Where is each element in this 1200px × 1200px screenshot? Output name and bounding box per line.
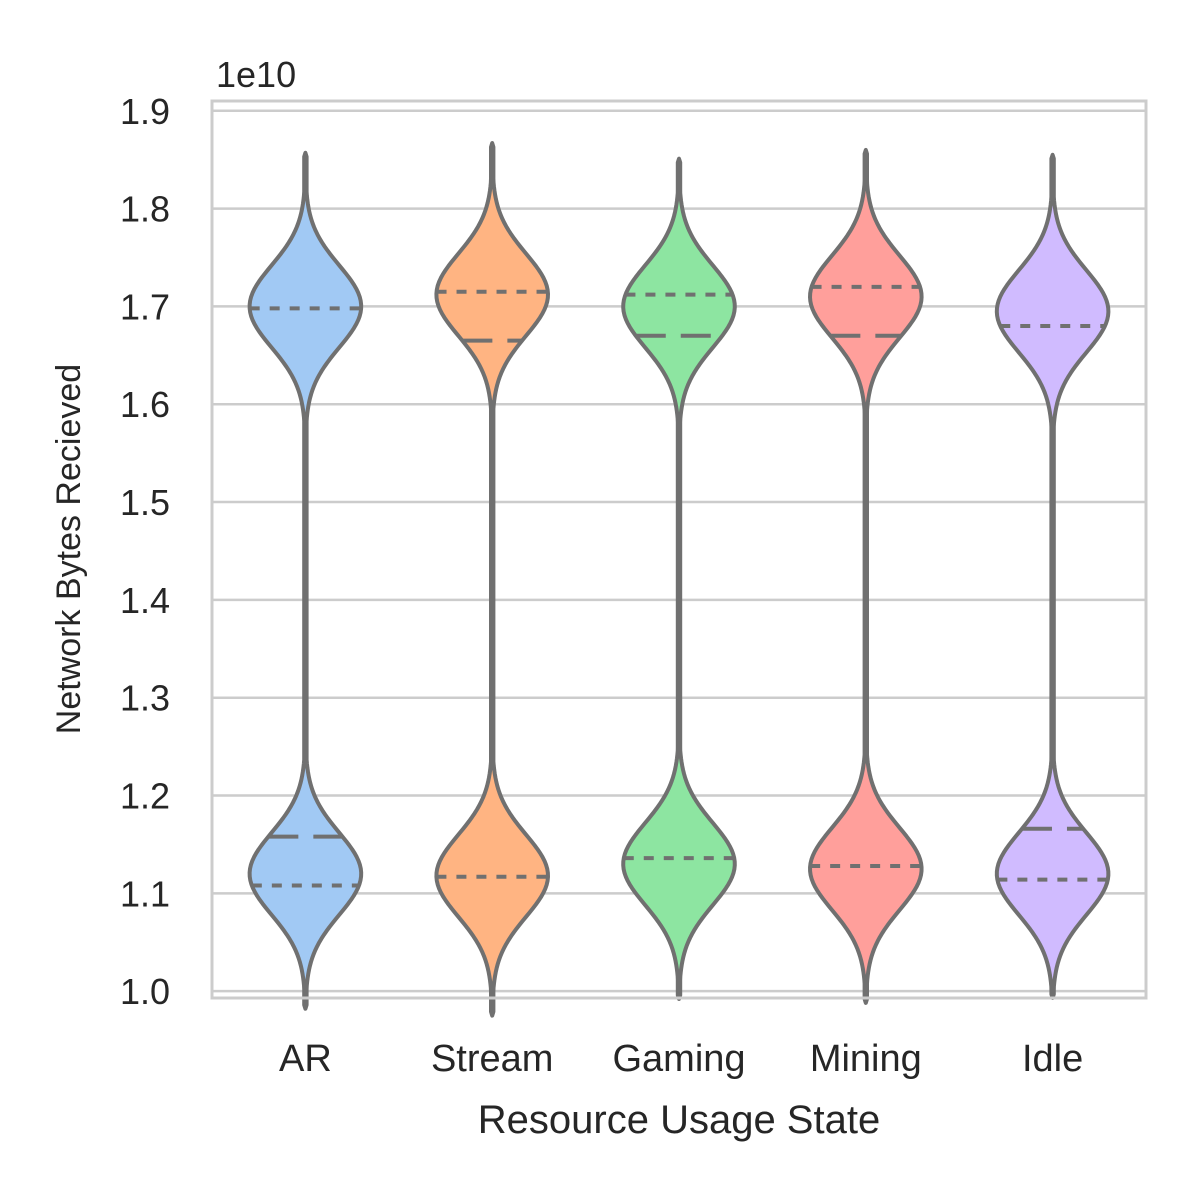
y-offset-label: 1e10: [216, 54, 296, 95]
violin-layer: [247, 141, 1111, 1018]
y-tick-label: 1.9: [120, 91, 170, 132]
y-tick-label: 1.1: [120, 873, 170, 914]
x-axis-label: Resource Usage State: [478, 1098, 880, 1142]
y-axis-label: Network Bytes Recieved: [50, 364, 88, 734]
violin-mining: [808, 147, 924, 1005]
x-tick-label: Gaming: [612, 1038, 745, 1080]
plot-frame: [210, 99, 1148, 1000]
y-tick-label: 1.5: [120, 482, 170, 523]
violin-ar: [247, 150, 364, 1011]
x-tick-label: AR: [279, 1038, 332, 1080]
x-tick-label: Idle: [1022, 1038, 1083, 1080]
x-tick-labels: AR Stream Gaming Mining Idle: [279, 1038, 1083, 1080]
y-tick-label: 1.3: [120, 678, 170, 719]
violin-stream: [434, 141, 550, 1018]
x-tick-label: Mining: [810, 1038, 922, 1080]
violin-gaming: [621, 156, 737, 1001]
y-tick-label: 1.2: [120, 776, 170, 817]
y-tick-label: 1.4: [120, 580, 170, 621]
y-tick-label: 1.6: [120, 384, 170, 425]
violin-idle: [994, 152, 1111, 1000]
y-tick-label: 1.8: [120, 189, 170, 230]
y-tick-labels: 1.0 1.1 1.2 1.3 1.4 1.5 1.6 1.7 1.8 1.9: [120, 91, 170, 1012]
y-tick-label: 1.7: [120, 286, 170, 327]
x-tick-label: Stream: [431, 1038, 553, 1080]
y-tick-label: 1.0: [120, 971, 170, 1012]
